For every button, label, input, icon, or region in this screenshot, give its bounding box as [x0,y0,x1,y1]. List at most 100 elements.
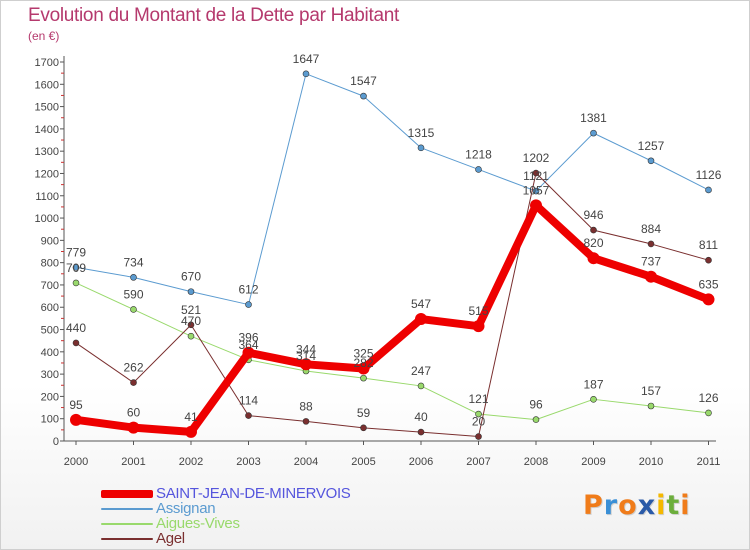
y-tick-label: 400 [41,347,59,359]
y-tick-label: 100 [41,414,59,426]
y-tick-label: 600 [41,302,59,314]
logo-letter: i [680,490,691,521]
data-label-assignan: 1126 [696,168,722,182]
data-point-assignan [245,301,252,308]
data-point-saint-jean-de-minervois [70,413,82,426]
data-point-saint-jean-de-minervois [415,313,427,326]
data-label-saint-jean-de-minervois: 396 [238,331,258,345]
data-point-assignan [590,129,597,137]
data-label-aigues-vives: 247 [411,364,431,378]
data-point-aigues-vives [532,416,540,423]
data-label-assignan: 612 [238,283,258,297]
data-label-aigues-vives: 282 [353,356,373,370]
data-label-saint-jean-de-minervois: 820 [583,236,603,250]
data-point-saint-jean-de-minervois [587,252,600,265]
data-point-assignan [532,187,540,195]
data-point-agel [130,379,137,386]
data-label-agel: 946 [583,208,603,222]
chart-title: Evolution du Montant de la Dette par Hab… [28,5,399,26]
y-tick-label: 1200 [35,168,59,180]
chart-subtitle: (en €) [28,29,60,43]
x-tick-label: 2000 [64,456,88,468]
data-label-aigues-vives: 364 [238,338,258,352]
legend-swatch [101,508,153,510]
data-point-agel [417,428,425,436]
data-label-aigues-vives: 157 [641,384,661,398]
data-point-aigues-vives [130,306,137,313]
x-tick-label: 2001 [121,456,145,468]
data-point-assignan [360,92,367,100]
series-line-agel [75,172,709,438]
data-point-agel [647,240,655,248]
y-tick-label: 1100 [35,191,59,203]
x-tick-label: 2009 [581,456,605,468]
data-point-saint-jean-de-minervois [185,425,197,438]
data-label-saint-jean-de-minervois: 1057 [523,183,550,197]
data-point-saint-jean-de-minervois [645,270,657,283]
data-point-agel [72,339,80,347]
data-label-agel: 262 [123,361,143,375]
y-tick-label: 0 [53,436,59,448]
data-label-aigues-vives: 126 [698,391,718,405]
y-tick-label: 1600 [35,79,59,91]
x-tick-label: 2008 [524,456,548,468]
logo-letter: o [618,490,638,521]
data-label-aigues-vives: 709 [66,261,86,275]
data-label-saint-jean-de-minervois: 635 [698,277,718,291]
data-point-saint-jean-de-minervois [357,362,370,375]
data-point-assignan [647,157,655,165]
data-point-aigues-vives [647,402,655,410]
y-tick-label: 1700 [35,57,59,69]
data-point-saint-jean-de-minervois [472,320,485,333]
x-tick-label: 2007 [466,456,490,468]
data-point-agel [532,169,540,177]
logo-letter: x [637,490,657,521]
data-label-assignan: 1547 [350,74,377,88]
y-tick-label: 1300 [35,146,59,158]
data-label-saint-jean-de-minervois: 325 [353,347,373,361]
data-point-saint-jean-de-minervois [127,421,140,434]
x-tick-label: 2002 [179,456,203,468]
proxiti-logo: Proxiti [583,490,691,521]
data-label-assignan: 670 [181,270,201,284]
data-label-agel: 440 [66,321,86,335]
data-point-saint-jean-de-minervois [702,293,715,306]
data-point-assignan [187,288,195,295]
data-label-agel: 811 [699,238,718,252]
legend-label: Assignan [156,500,216,517]
data-label-assignan: 1315 [408,126,435,140]
data-point-assignan [417,144,425,152]
series-line-aigues-vives [75,282,709,421]
y-tick-label: 1000 [35,213,59,225]
data-point-assignan [302,70,310,78]
data-point-aigues-vives [360,374,367,382]
x-tick-label: 2005 [351,456,375,468]
data-label-agel: 1202 [523,151,550,165]
legend-label: Agel [156,530,185,547]
data-label-assignan: 779 [66,245,86,259]
data-label-aigues-vives: 187 [583,377,603,391]
data-label-agel: 114 [239,394,258,408]
data-label-saint-jean-de-minervois: 344 [296,342,316,356]
data-label-saint-jean-de-minervois: 41 [184,410,198,424]
data-point-aigues-vives [705,409,712,417]
legend-swatch [101,538,153,540]
y-tick-label: 300 [41,369,59,381]
data-point-aigues-vives [417,382,425,390]
data-point-agel [187,321,195,329]
data-point-assignan [475,166,482,173]
data-point-agel [705,256,712,264]
y-tick-label: 700 [41,280,59,292]
y-tick-label: 800 [41,258,59,270]
series-line-saint-jean-de-minervois [72,201,713,436]
data-label-agel: 521 [181,303,201,317]
y-tick-label: 500 [41,325,59,337]
data-point-assignan [130,274,137,281]
data-label-saint-jean-de-minervois: 95 [69,398,83,412]
data-label-aigues-vives: 314 [296,349,316,363]
data-point-agel [302,418,310,425]
y-tick-label: 200 [41,391,59,403]
series-line-assignan [75,73,709,306]
data-point-agel [475,433,482,440]
